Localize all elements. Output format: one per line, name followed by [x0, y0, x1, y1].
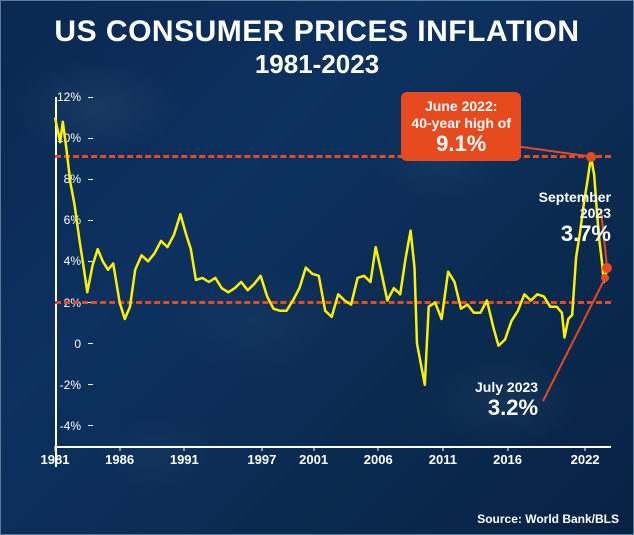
annotation-marker	[602, 263, 612, 273]
callout-peak: June 2022: 40-year high of 9.1%	[401, 92, 521, 161]
annotation-label: July 2023	[475, 379, 538, 395]
inflation-line	[55, 118, 607, 385]
chart-title: US CONSUMER PRICES INFLATION	[1, 15, 633, 49]
annotation-sep-2023: September 20233.7%	[533, 189, 611, 246]
peak-marker	[586, 152, 596, 162]
source-attribution: Source: World Bank/BLS	[477, 512, 619, 526]
annotation-marker	[601, 274, 609, 282]
callout-value: 9.1%	[411, 131, 511, 157]
inflation-chart: US CONSUMER PRICES INFLATION 1981-2023 -…	[0, 0, 634, 535]
callout-line2: 40-year high of	[411, 115, 511, 132]
chart-subtitle: 1981-2023	[1, 49, 633, 80]
callout-line1: June 2022:	[411, 98, 511, 115]
annotation-jul-2023: July 20233.2%	[475, 379, 538, 420]
annotation-label: September 2023	[533, 189, 611, 221]
plot-area: -4%-2%02%4%6%8%10%12% 198119861991199720…	[55, 97, 611, 467]
annotation-value: 3.2%	[475, 395, 538, 420]
annotation-value: 3.7%	[533, 221, 611, 246]
